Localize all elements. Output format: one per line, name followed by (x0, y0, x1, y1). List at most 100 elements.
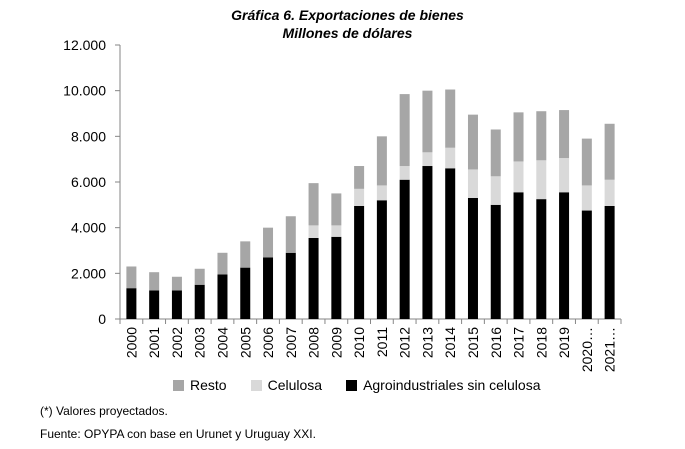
x-tick-label: 2019 (556, 327, 572, 358)
bar-agroindustriales-sin-celulosa-18 (536, 199, 547, 319)
bar-resto-10 (354, 166, 365, 189)
bar-celulosa-18 (536, 160, 547, 200)
bar-agroindustriales-sin-celulosa-10 (354, 205, 365, 319)
x-tick-label: 2006 (260, 327, 276, 358)
legend: Resto Celulosa Agroindustriales sin celu… (173, 377, 565, 393)
bar-resto-19 (559, 110, 570, 159)
bar-resto-4 (217, 252, 228, 275)
bar-agroindustriales-sin-celulosa-5 (240, 267, 251, 319)
bar-celulosa-21 (604, 179, 615, 206)
x-tick-label: 2008 (306, 327, 322, 358)
bar-resto-3 (194, 268, 205, 285)
bar-celulosa-17 (513, 161, 524, 193)
legend-item-agroindustriales: Agroindustriales sin celulosa (346, 377, 541, 393)
bar-resto-12 (399, 94, 410, 167)
bar-celulosa-19 (559, 158, 570, 193)
bar-resto-1 (149, 272, 160, 291)
bar-resto-6 (263, 227, 274, 258)
legend-label-celulosa: Celulosa (267, 377, 323, 393)
bar-resto-13 (422, 90, 433, 153)
bar-chart: 0 2.000 4.000 6.000 8.000 10.000 12.000 2000 200… (63, 37, 622, 372)
bar-resto-8 (308, 183, 319, 226)
bar-resto-14 (445, 89, 456, 148)
y-tick-label: 8.000 (71, 128, 106, 144)
legend-swatch-celulosa (250, 379, 262, 391)
bar-resto-20 (581, 138, 592, 186)
bar-agroindustriales-sin-celulosa-2 (171, 290, 182, 319)
bar-agroindustriales-sin-celulosa-7 (285, 252, 296, 319)
y-tick-label: 10.000 (63, 83, 106, 99)
bar-celulosa-13 (422, 152, 433, 167)
bar-resto-16 (490, 129, 501, 177)
bar-resto-15 (467, 114, 478, 170)
y-tick-label: 0 (98, 311, 106, 327)
bar-celulosa-20 (581, 185, 592, 211)
bar-agroindustriales-sin-celulosa-9 (331, 236, 342, 319)
chart-title: Gráfica 6. Exportaciones de bienes (231, 7, 464, 23)
x-tick-label: 2010 (351, 327, 367, 358)
bar-agroindustriales-sin-celulosa-20 (581, 210, 592, 319)
x-tick-label: 2020… (579, 327, 595, 372)
bar-celulosa-16 (490, 176, 501, 205)
bar-celulosa-12 (399, 166, 410, 180)
bar-agroindustriales-sin-celulosa-15 (467, 197, 478, 319)
legend-swatch-agroindustriales (346, 379, 358, 391)
y-tick-label: 2.000 (71, 265, 106, 281)
note-source: Fuente: OPYPA con base en Urunet y Urugu… (40, 427, 316, 441)
bar-celulosa-8 (308, 225, 319, 238)
x-tick-label: 2007 (283, 327, 299, 358)
x-tick-label: 2012 (397, 327, 413, 358)
y-tick-label: 6.000 (71, 174, 106, 190)
x-tick-label: 2021… (602, 327, 618, 372)
bar-celulosa-9 (331, 225, 342, 237)
bar-resto-21 (604, 123, 615, 180)
x-tick-label: 2004 (214, 327, 230, 358)
bar-agroindustriales-sin-celulosa-4 (217, 274, 228, 319)
bar-resto-9 (331, 193, 342, 226)
bar-resto-18 (536, 111, 547, 161)
y-tick-label: 4.000 (71, 220, 106, 236)
x-tick-label: 2013 (419, 327, 435, 358)
bar-agroindustriales-sin-celulosa-3 (194, 284, 205, 319)
x-tick-label: 2009 (328, 327, 344, 358)
x-tick-label: 2005 (237, 327, 253, 358)
bar-agroindustriales-sin-celulosa-16 (490, 204, 501, 319)
bar-agroindustriales-sin-celulosa-1 (149, 290, 160, 319)
legend-item-resto: Resto (173, 377, 227, 393)
bar-agroindustriales-sin-celulosa-12 (399, 179, 410, 319)
chart-subtitle: Millones de dólares (282, 25, 413, 41)
note-projected: (*) Valores proyectados. (40, 404, 168, 418)
y-tick-label: 12.000 (63, 37, 106, 53)
bar-resto-7 (285, 216, 296, 253)
bar-agroindustriales-sin-celulosa-0 (126, 288, 137, 319)
bar-agroindustriales-sin-celulosa-14 (445, 168, 456, 319)
legend-swatch-resto (173, 379, 184, 391)
x-tick-label: 2016 (488, 327, 504, 358)
bar-agroindustriales-sin-celulosa-19 (559, 192, 570, 319)
x-tick-label: 2011 (374, 327, 390, 357)
bar-agroindustriales-sin-celulosa-6 (263, 257, 274, 319)
x-tick-label: 2000 (123, 327, 139, 358)
bar-resto-5 (240, 241, 251, 268)
bar-agroindustriales-sin-celulosa-17 (513, 192, 524, 319)
bar-agroindustriales-sin-celulosa-13 (422, 166, 433, 319)
x-tick-label: 2015 (465, 327, 481, 358)
x-tick-label: 2003 (192, 327, 208, 358)
bar-resto-2 (171, 276, 182, 291)
bar-resto-17 (513, 112, 524, 162)
bar-celulosa-11 (376, 185, 387, 201)
x-tick-label: 2001 (146, 327, 162, 358)
bar-celulosa-15 (467, 169, 478, 198)
legend-item-celulosa: Celulosa (250, 377, 323, 393)
x-tick-label: 2018 (533, 327, 549, 358)
x-tick-label: 2014 (442, 327, 458, 358)
bar-resto-0 (126, 266, 137, 289)
bar-celulosa-14 (445, 147, 456, 169)
bar-agroindustriales-sin-celulosa-21 (604, 205, 615, 319)
bar-agroindustriales-sin-celulosa-8 (308, 237, 319, 319)
legend-label-agroindustriales: Agroindustriales sin celulosa (363, 377, 541, 393)
bar-resto-11 (376, 136, 387, 186)
bar-agroindustriales-sin-celulosa-11 (376, 200, 387, 319)
bar-celulosa-10 (354, 188, 365, 206)
legend-label-resto: Resto (190, 377, 227, 393)
